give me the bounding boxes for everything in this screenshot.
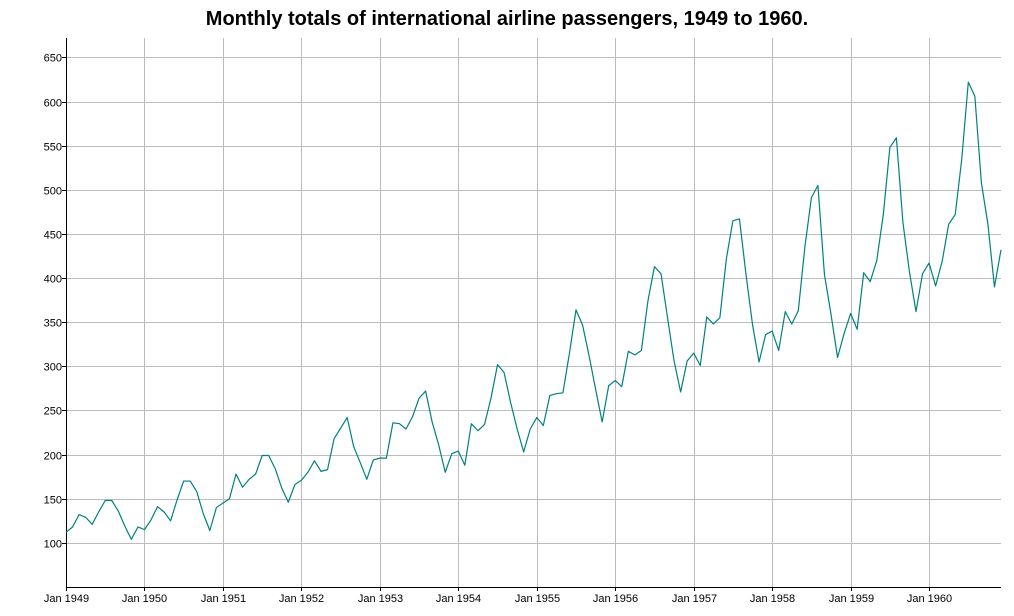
y-tick-label-100: 100 <box>44 539 62 551</box>
y-tick-label-300: 300 <box>44 362 62 374</box>
y-tick-label-200: 200 <box>44 451 62 463</box>
x-tick-label-6: Jan 1955 <box>515 593 560 605</box>
x-tick-label-10: Jan 1959 <box>829 593 874 605</box>
y-tick-label-400: 400 <box>44 274 62 286</box>
x-tick-label-7: Jan 1956 <box>593 593 638 605</box>
x-tick-label-11: Jan 1960 <box>907 593 952 605</box>
y-tick-label-600: 600 <box>44 98 62 110</box>
y-tick-label-650: 650 <box>44 53 62 65</box>
y-tick-label-450: 450 <box>44 230 62 242</box>
x-tick-label-2: Jan 1951 <box>201 593 246 605</box>
x-tick-label-9: Jan 1958 <box>750 593 795 605</box>
y-tick-label-500: 500 <box>44 186 62 198</box>
series-line-passengers <box>65 81 1002 540</box>
chart-title: Monthly totals of international airline … <box>205 8 809 30</box>
x-tick-label-5: Jan 1954 <box>436 593 481 605</box>
y-tick-label-350: 350 <box>44 318 62 330</box>
x-tick-label-4: Jan 1953 <box>358 593 403 605</box>
x-tick-label-0: Jan 1949 <box>44 593 89 605</box>
x-tick-label-1: Jan 1950 <box>122 593 167 605</box>
y-tick-label-150: 150 <box>44 495 62 507</box>
y-tick-label-550: 550 <box>44 142 62 154</box>
x-tick-label-8: Jan 1957 <box>672 593 717 605</box>
x-tick-label-3: Jan 1952 <box>279 593 324 605</box>
y-tick-label-250: 250 <box>44 406 62 418</box>
